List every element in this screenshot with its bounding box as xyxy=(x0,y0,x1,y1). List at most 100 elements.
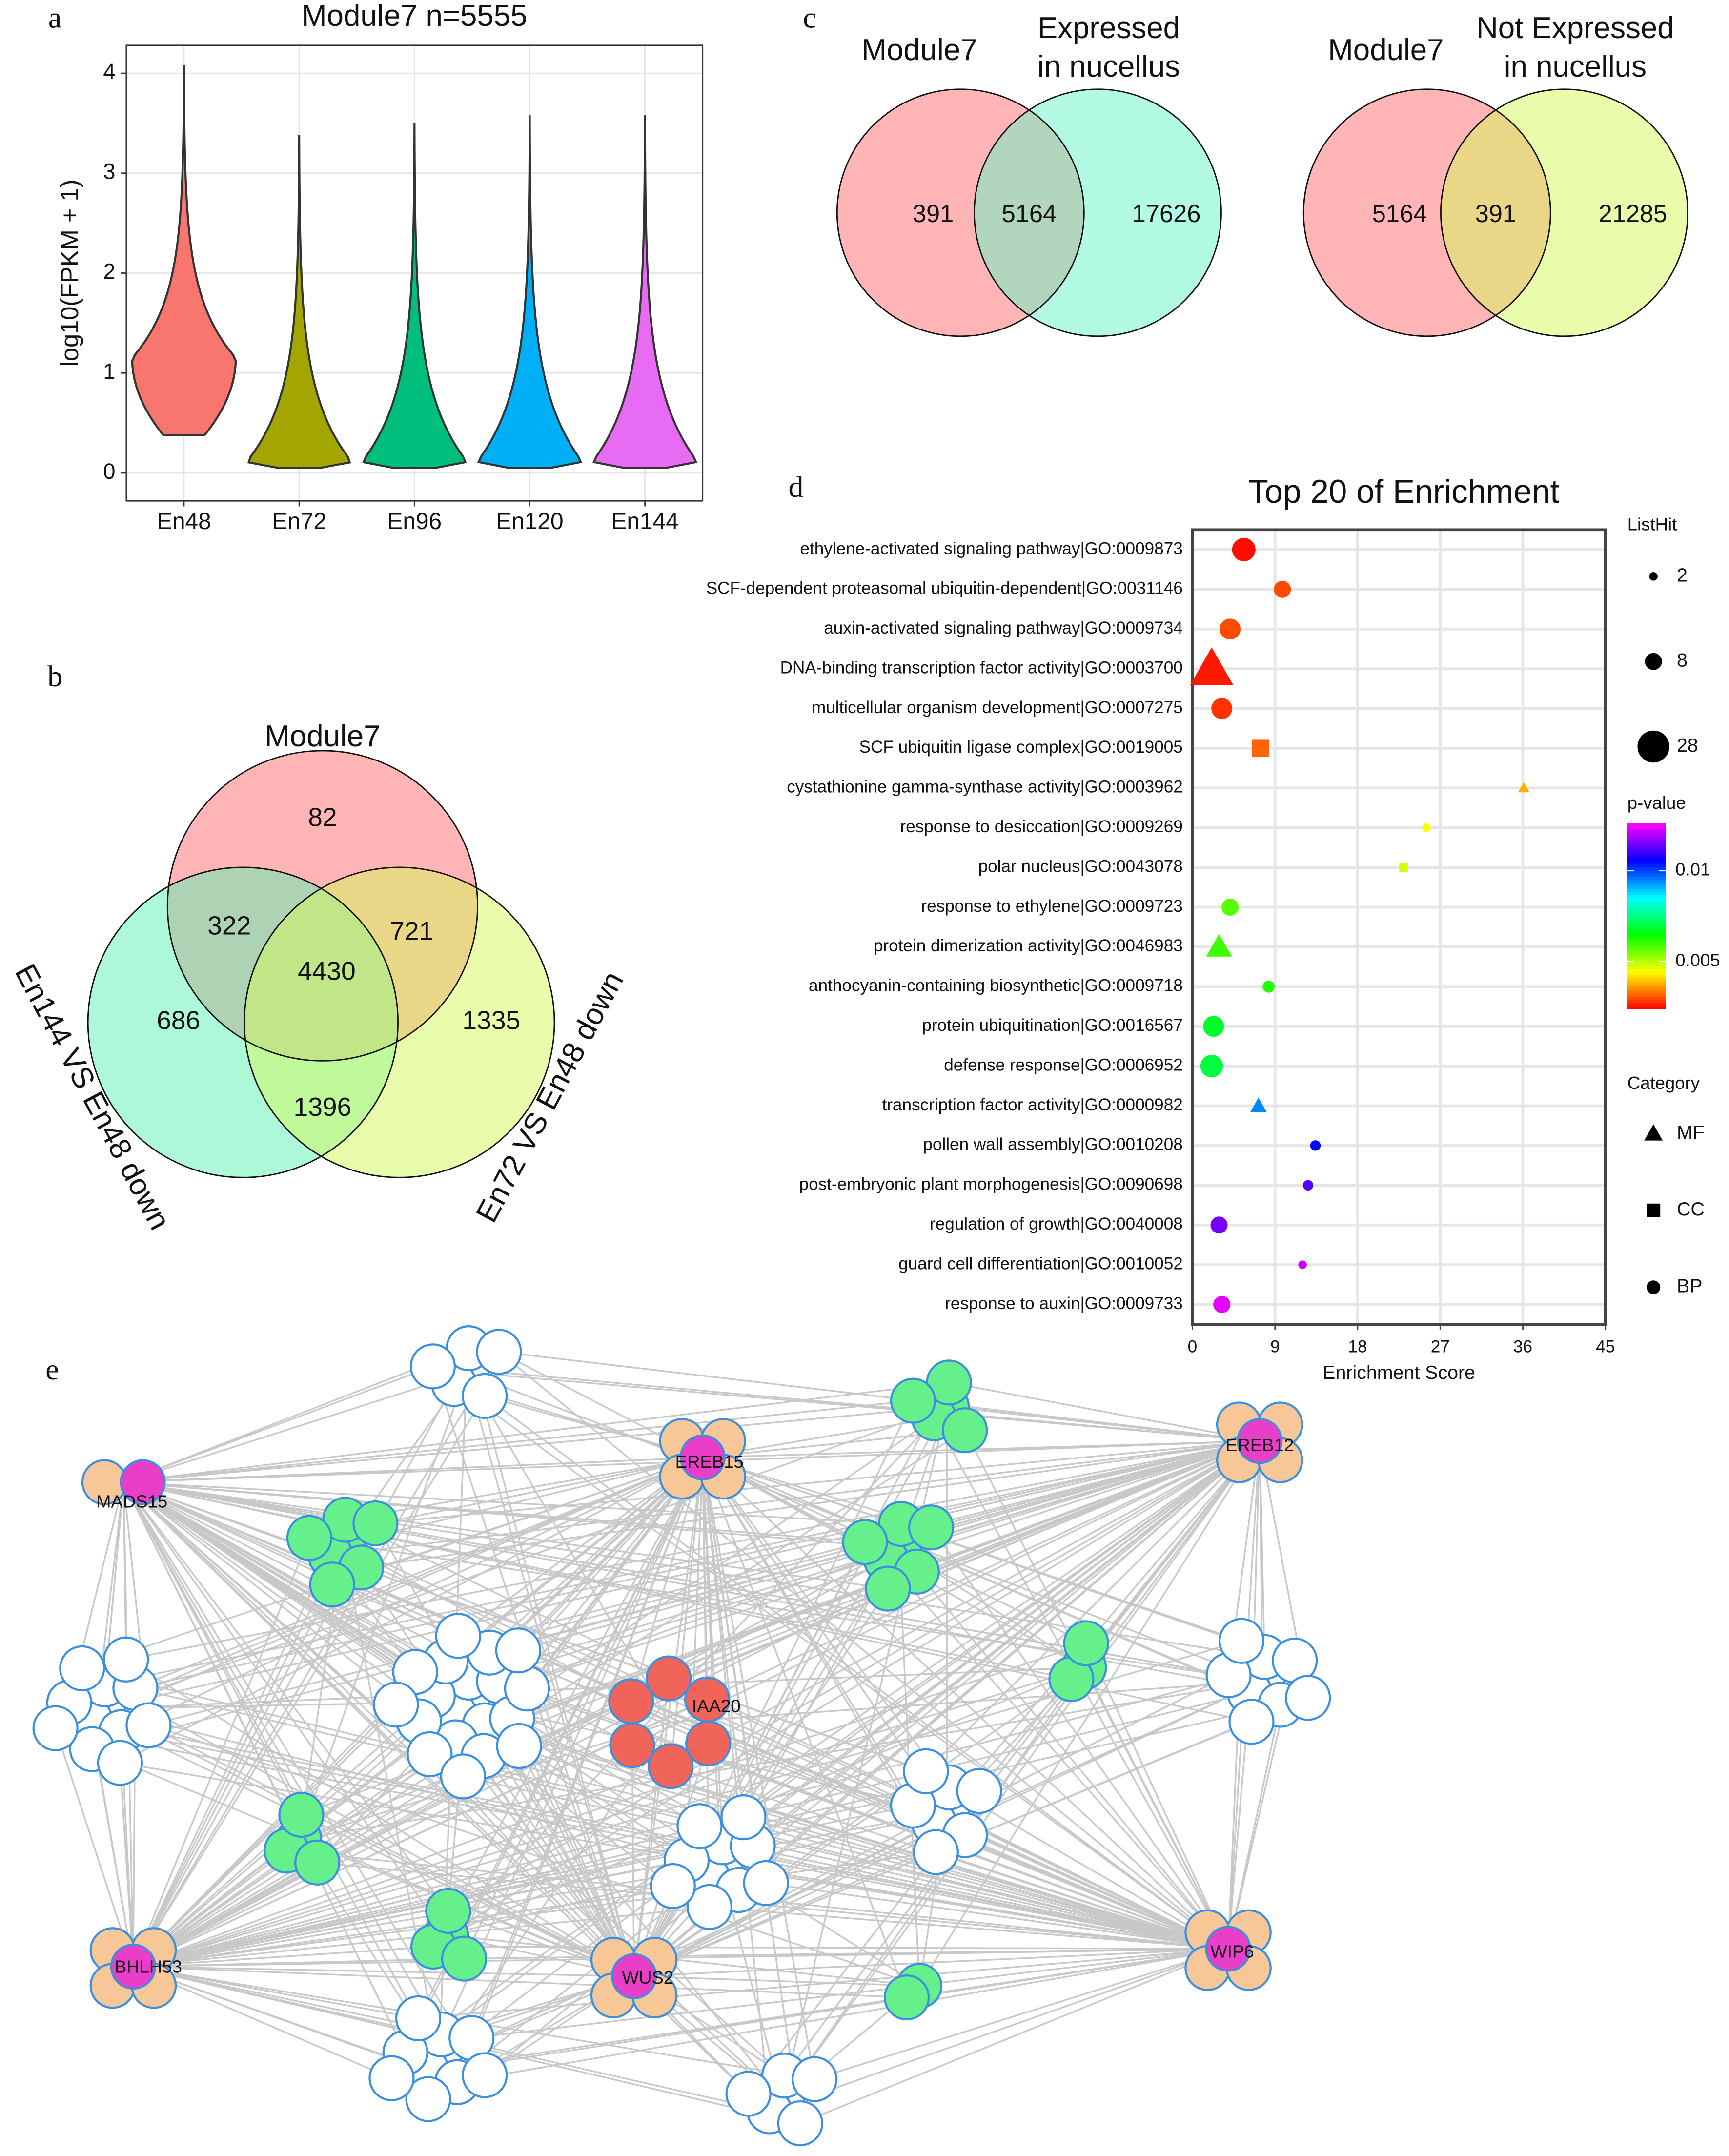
edge xyxy=(123,1371,467,1483)
node xyxy=(913,1829,959,1875)
node xyxy=(792,2056,838,2102)
edge xyxy=(913,1399,1260,1442)
bubble xyxy=(1232,538,1256,561)
node-label: WUS2 xyxy=(622,1968,673,1988)
node xyxy=(609,1722,655,1768)
edge xyxy=(446,1666,1085,1936)
y-tick-label: 1 xyxy=(103,359,115,384)
x-tick-label: 45 xyxy=(1596,1337,1615,1356)
edge xyxy=(668,1440,1260,1680)
venn-count: 21285 xyxy=(1599,200,1668,227)
set-label: in nucellus xyxy=(1504,50,1647,83)
bubble xyxy=(1220,618,1241,640)
colorbar-step xyxy=(1627,910,1666,914)
edge xyxy=(432,1365,1260,1442)
venn-count: 391 xyxy=(913,200,954,227)
panel-letter: c xyxy=(803,1,816,34)
node xyxy=(407,1731,453,1777)
legend-title: p-value xyxy=(1627,793,1686,813)
legend-symbol xyxy=(1649,572,1658,581)
colorbar-step xyxy=(1627,919,1666,923)
colorbar-step xyxy=(1627,993,1666,997)
colorbar-step xyxy=(1627,950,1666,954)
colorbar-step xyxy=(1627,974,1666,979)
venn-count: 5164 xyxy=(1002,200,1057,227)
colorbar-step xyxy=(1627,842,1666,846)
bubble xyxy=(1211,698,1233,719)
nodes xyxy=(32,1325,1331,2147)
y-tick-label: multicellular organism development|GO:00… xyxy=(812,698,1183,717)
edge xyxy=(708,1440,1261,1745)
venn-set xyxy=(244,867,555,1178)
edge xyxy=(132,1584,333,1967)
edge xyxy=(781,1667,1085,2100)
edge xyxy=(930,1527,1229,1950)
node xyxy=(684,1676,731,1723)
y-tick-label: 3 xyxy=(103,159,115,184)
edge xyxy=(125,1659,635,1977)
y-tick-label: guard cell differentiation|GO:0010052 xyxy=(898,1254,1183,1273)
violin xyxy=(592,115,698,469)
edge xyxy=(498,1351,1229,1950)
edge xyxy=(441,1440,1261,2035)
edge xyxy=(102,1406,947,1710)
edge xyxy=(432,1440,1260,1697)
node xyxy=(504,1665,550,1712)
node xyxy=(777,2100,823,2147)
colorbar-step xyxy=(1627,956,1666,960)
legend-symbol xyxy=(1637,730,1669,763)
node xyxy=(441,1935,488,1982)
edge xyxy=(148,1725,634,1977)
edge xyxy=(800,1948,1229,2124)
colorbar-step xyxy=(1627,845,1666,849)
colorbar-step xyxy=(1627,984,1666,988)
edge xyxy=(429,1440,1260,1755)
node xyxy=(676,1803,723,1849)
x-tick-label: En48 xyxy=(157,509,211,534)
colorbar-step xyxy=(1627,882,1666,886)
node xyxy=(496,1723,542,1769)
colorbar-step xyxy=(1627,854,1666,858)
node xyxy=(611,1953,657,1999)
edge xyxy=(133,1966,907,1998)
legend-title: ListHit xyxy=(1627,514,1677,534)
node xyxy=(956,1768,1002,1814)
edge xyxy=(702,1440,1260,1458)
legend-symbol xyxy=(1644,1124,1663,1141)
y-tick-label: cystathionine gamma-synthase activity|GO… xyxy=(787,778,1183,797)
node-label: BHLH53 xyxy=(115,1956,182,1976)
edge xyxy=(439,1680,1263,2059)
colorbar-step xyxy=(1627,922,1666,926)
edge xyxy=(916,1571,1229,1950)
colorbar-step xyxy=(1627,897,1666,902)
legend-symbol xyxy=(1647,1280,1661,1294)
edge xyxy=(900,1440,1260,1525)
x-tick-label: 27 xyxy=(1431,1337,1450,1356)
node xyxy=(890,1377,936,1424)
edge xyxy=(133,1642,1087,1968)
y-tick-label: polar nucleus|GO:0043078 xyxy=(978,857,1183,876)
x-axis-label: Enrichment Score xyxy=(1322,1362,1475,1383)
node xyxy=(942,1407,988,1454)
node xyxy=(32,1705,79,1751)
node xyxy=(1218,1618,1265,1664)
edge xyxy=(948,1786,1229,1950)
venn-count: 686 xyxy=(157,1006,200,1035)
plot-area xyxy=(1192,530,1606,1325)
colorbar-step xyxy=(1627,946,1666,951)
colorbar-step xyxy=(1627,925,1666,929)
node xyxy=(720,1794,767,1841)
node xyxy=(1205,1926,1251,1972)
colorbar-step xyxy=(1627,894,1666,898)
legend-label: 2 xyxy=(1677,564,1688,586)
node-label: EREB15 xyxy=(675,1452,744,1472)
node xyxy=(462,2052,508,2098)
venn-outline xyxy=(244,866,555,1178)
colorbar-step xyxy=(1627,944,1666,948)
edge xyxy=(1083,1667,1229,1950)
y-tick-label: 0 xyxy=(103,459,115,484)
panel-letter: a xyxy=(48,1,61,34)
venn-count: 4430 xyxy=(298,957,356,986)
edge xyxy=(885,1559,1229,1950)
x-tick-label: En72 xyxy=(272,509,326,534)
